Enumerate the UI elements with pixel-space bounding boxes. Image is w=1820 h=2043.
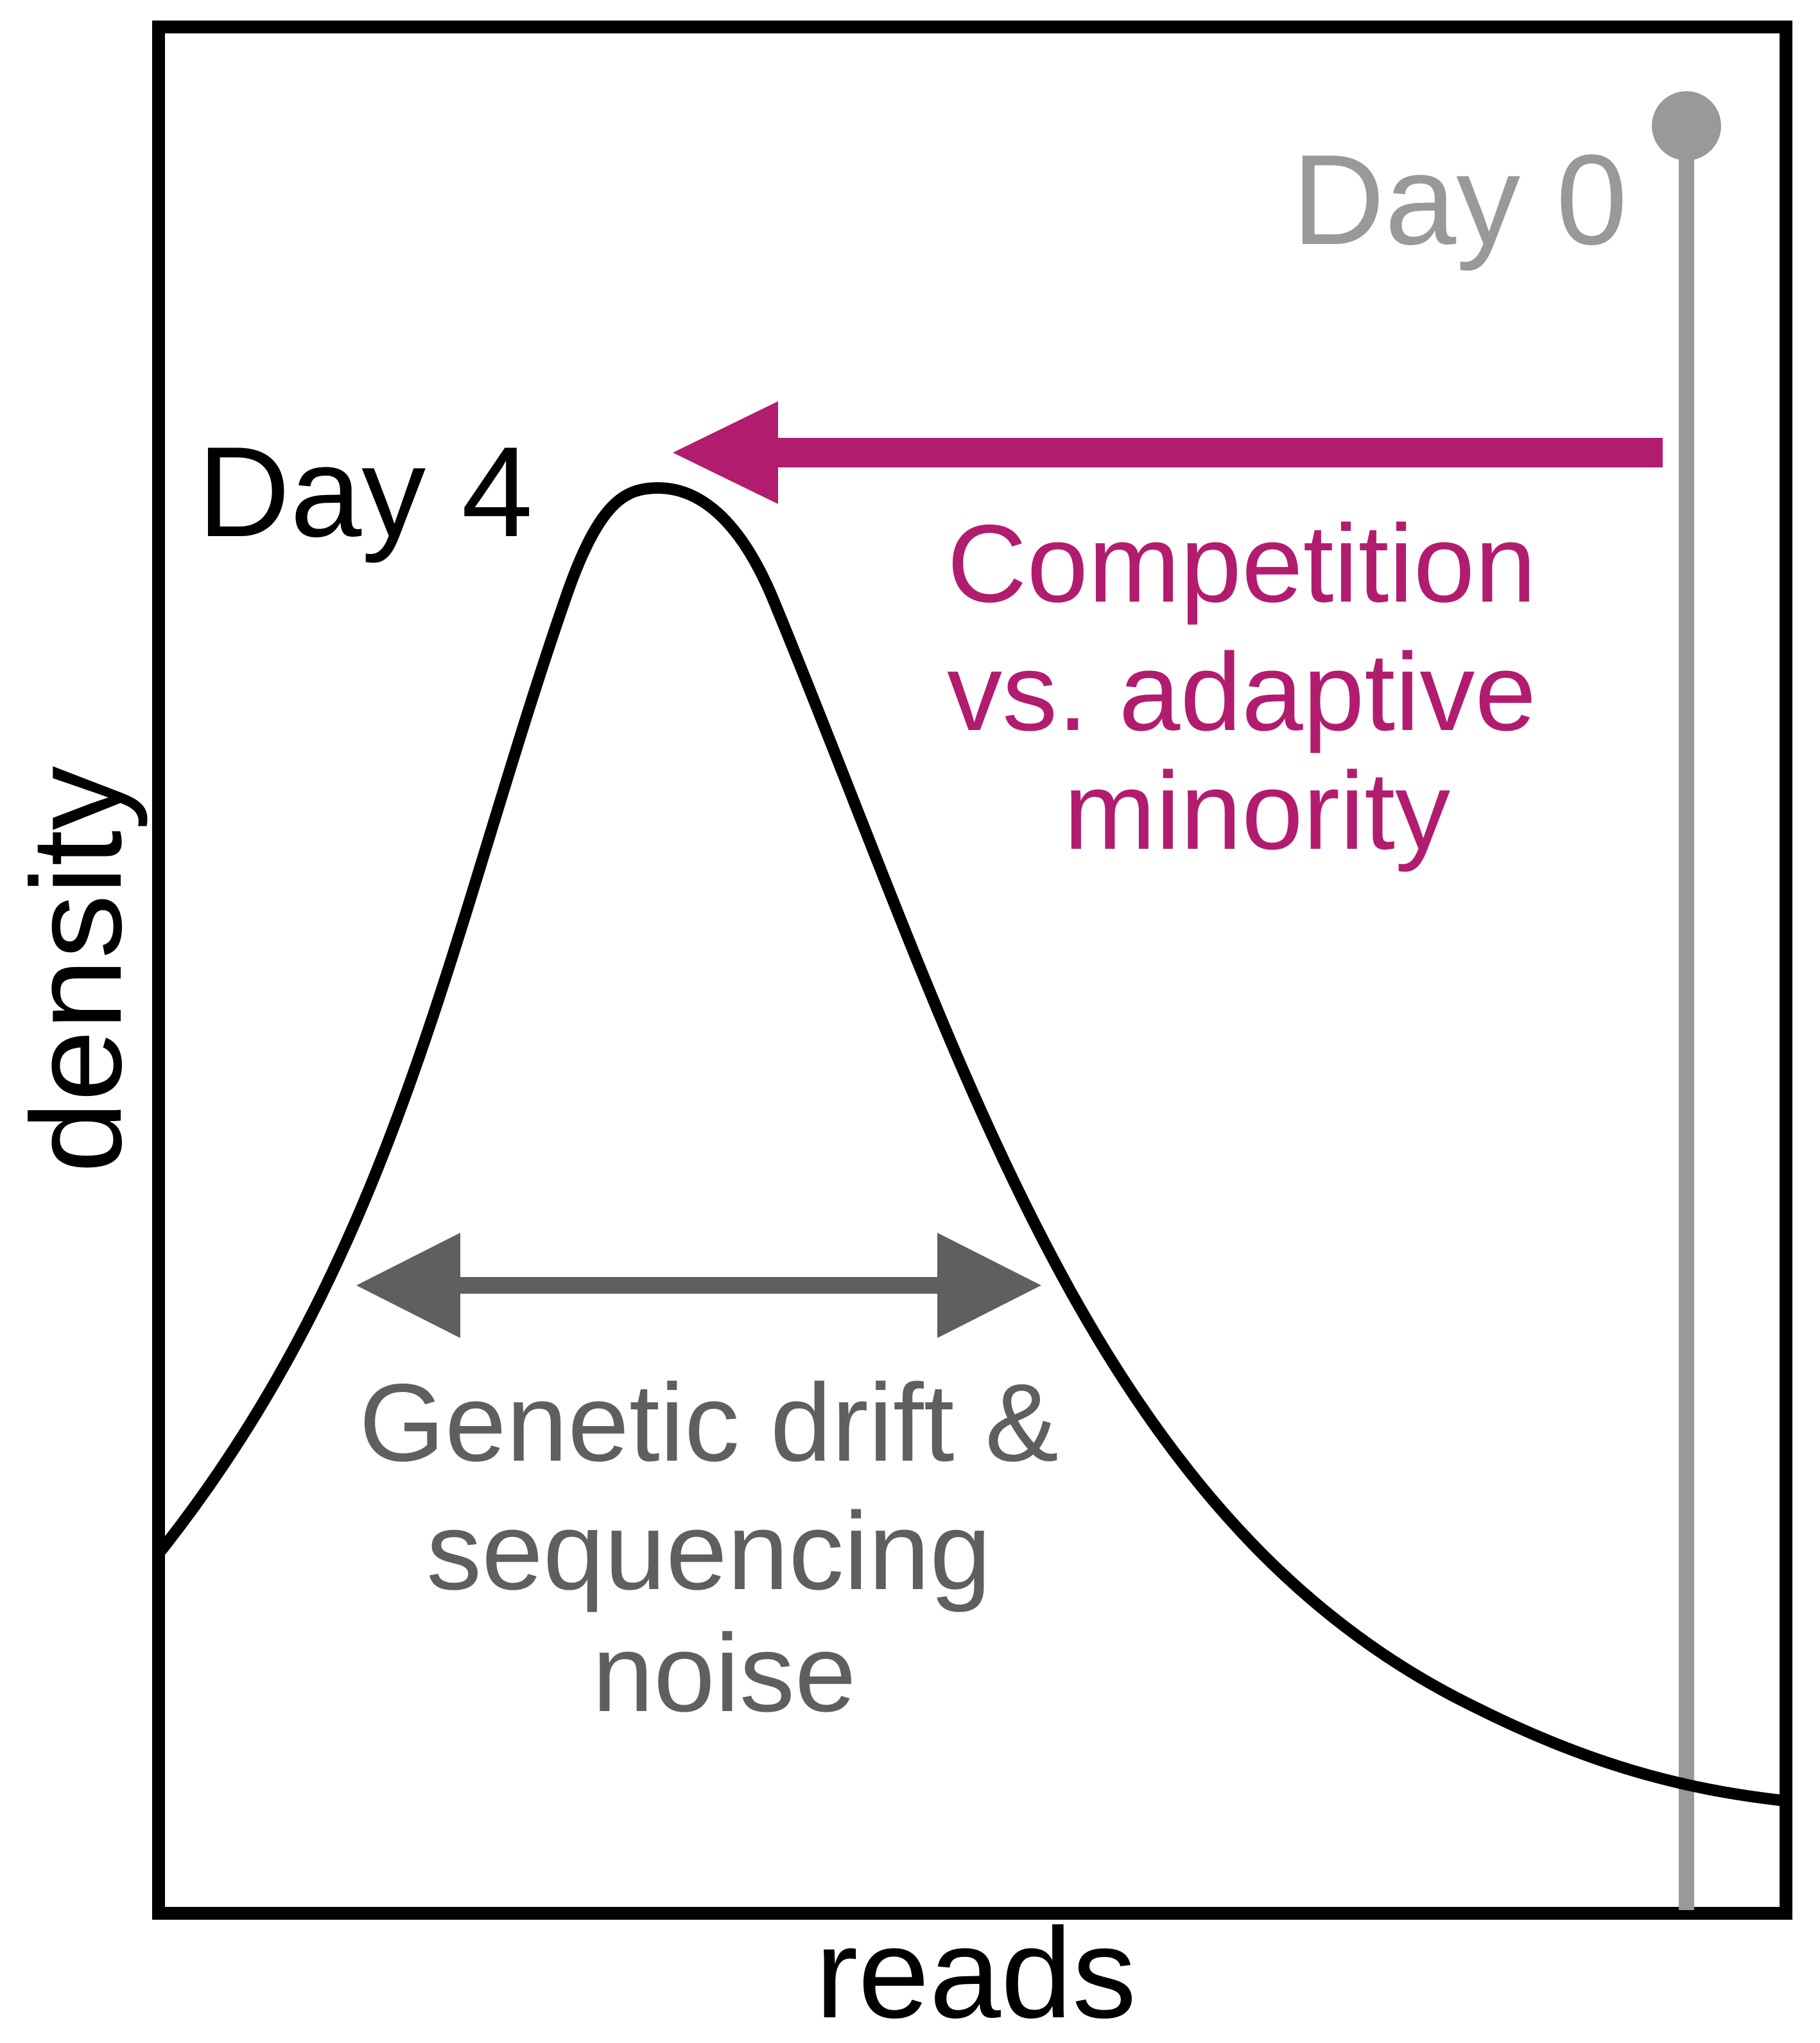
day4-label: Day 4	[198, 421, 533, 564]
x-axis-label: reads	[815, 1902, 1136, 2043]
noise-arrow-head-right	[937, 1233, 1041, 1338]
competition-arrow-head	[673, 401, 778, 504]
competition-label-line2: vs. adaptive	[947, 630, 1536, 754]
competition-label-line3: minority	[1064, 749, 1450, 873]
noise-label-line1: Genetic drift &	[359, 1361, 1059, 1484]
day4-density-curve	[153, 482, 1792, 1807]
noise-label-line3: noise	[592, 1612, 856, 1735]
day0-marker-dot	[1652, 91, 1721, 161]
day0-label: Day 0	[1292, 128, 1627, 272]
noise-label: Genetic drift & sequencing noise	[359, 1361, 1089, 1735]
noise-label-line2: sequencing	[426, 1490, 991, 1613]
noise-arrow-head-left	[356, 1233, 460, 1338]
plot-frame	[152, 21, 1792, 1920]
y-axis-label: density	[5, 766, 148, 1173]
competition-label: Competition vs. adaptive minority	[947, 502, 1567, 873]
competition-label-line1: Competition	[947, 502, 1536, 625]
